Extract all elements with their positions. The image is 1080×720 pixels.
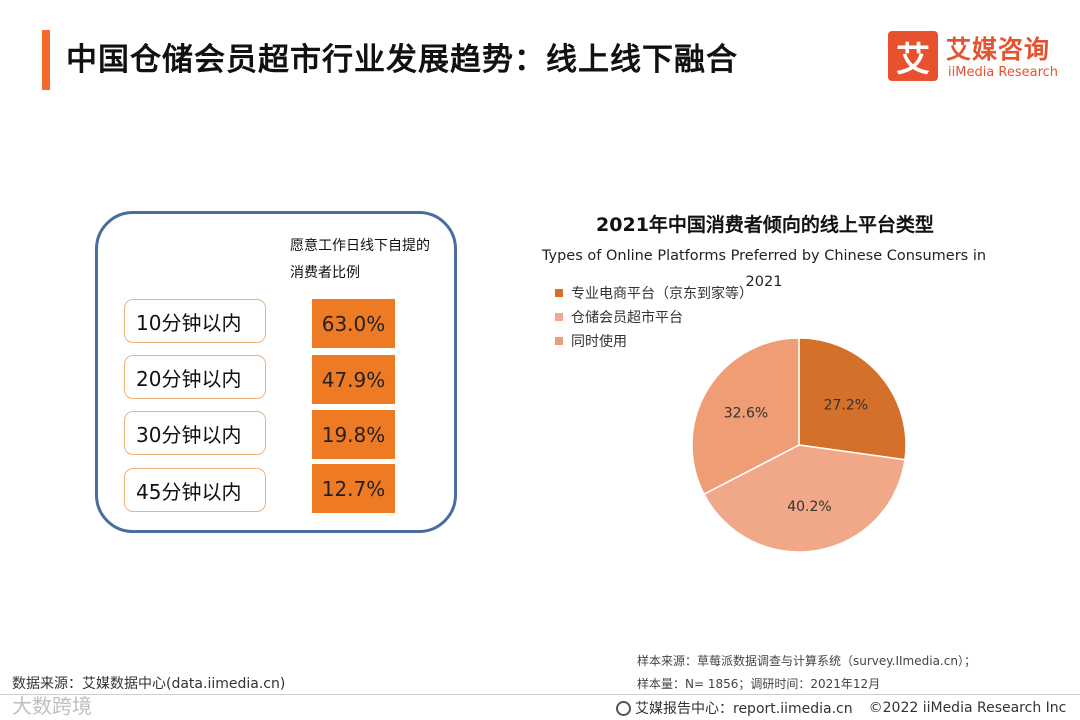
logo-mark-icon: 艾 (888, 31, 938, 81)
sample-size-note: 样本量：N= 1856；调研时间：2021年12月 (637, 677, 881, 691)
watermark-text: 大数跨境 (12, 694, 92, 718)
pie-slice-label: 40.2% (787, 499, 831, 515)
report-center-text: 艾媒报告中心：report.iimedia.cn (635, 701, 853, 717)
legend-item: 仓储会员超市平台 (555, 305, 753, 329)
row-label-30min: 30分钟以内 (124, 411, 266, 455)
legend-label: 同时使用 (571, 334, 627, 350)
pie-slice (702, 444, 906, 553)
row-value-30min: 19.8% (312, 410, 395, 459)
row-value-20min: 47.9% (312, 355, 395, 404)
data-source-note: 数据来源：艾媒数据中心(data.iimedia.cn) (12, 676, 286, 692)
footer-divider (0, 694, 1080, 695)
legend-swatch (555, 337, 563, 345)
pickup-ratio-header: 愿意工作日线下自提的消费者比例 (290, 238, 430, 281)
legend-swatch (555, 313, 563, 321)
pie-slice-label: 27.2% (824, 397, 868, 413)
row-label-45min: 45分钟以内 (124, 468, 266, 512)
logo-chinese-name: 艾媒咨询 (946, 35, 1051, 64)
row-value-45min: 12.7% (312, 464, 395, 513)
chart-legend: 专业电商平台（京东到家等） 仓储会员超市平台 同时使用 (555, 281, 753, 353)
pie-slice-label: 32.6% (724, 406, 768, 422)
title-accent-bar (42, 30, 50, 90)
footer-credits: 艾媒报告中心：report.iimedia.cn ©2022 iiMedia R… (616, 698, 1066, 718)
legend-swatch (555, 289, 563, 297)
logo-english-name: iiMedia Research (948, 65, 1059, 80)
legend-item: 同时使用 (555, 329, 753, 353)
pickup-ratio-panel (95, 211, 457, 533)
row-label-10min: 10分钟以内 (124, 299, 266, 343)
row-label-20min: 20分钟以内 (124, 355, 266, 399)
row-value-10min: 63.0% (312, 299, 395, 348)
legend-label: 仓储会员超市平台 (571, 310, 683, 326)
pie-slice (691, 337, 800, 496)
iimedia-logo: 艾 艾媒咨询 iiMedia Research (888, 30, 1063, 84)
copyright-text: ©2022 iiMedia Research Inc (868, 700, 1067, 716)
legend-label: 专业电商平台（京东到家等） (571, 286, 753, 302)
chart-title: 2021年中国消费者倾向的线上平台类型 (596, 214, 934, 236)
pie-slice (798, 337, 907, 461)
sample-source-note: 样本来源：草莓派数据调查与计算系统（survey.IImedia.cn）； (637, 654, 976, 668)
page-title: 中国仓储会员超市行业发展趋势：线上线下融合 (66, 42, 738, 78)
report-center-icon (616, 700, 631, 716)
chart-subtitle: Types of Online Platforms Preferred by C… (541, 248, 987, 290)
legend-item: 专业电商平台（京东到家等） (555, 281, 753, 305)
